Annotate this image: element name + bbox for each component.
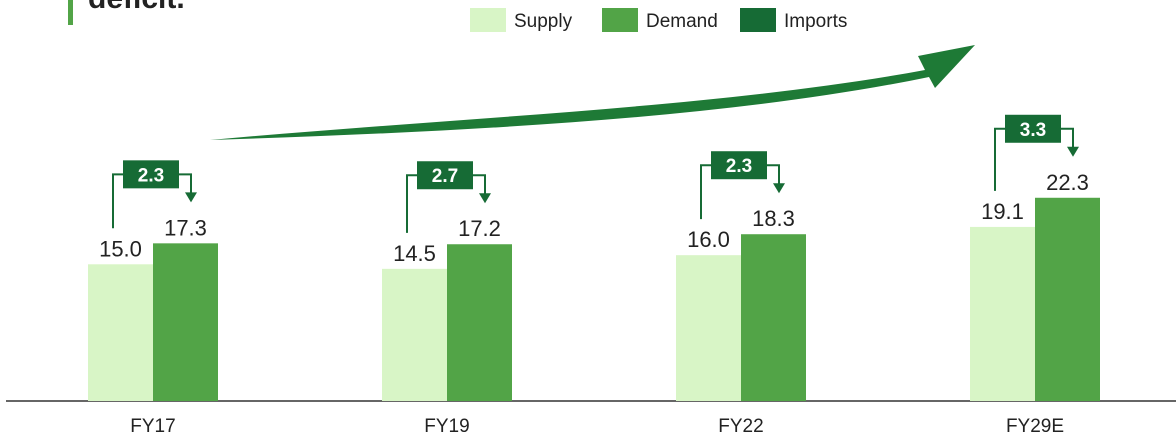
bar — [1035, 197, 1100, 401]
legend-swatch — [740, 8, 776, 32]
legend-label: Imports — [784, 11, 847, 32]
bracket-line — [1061, 127, 1074, 149]
bar — [447, 244, 512, 401]
title-accent — [68, 0, 73, 25]
bar — [970, 226, 1035, 401]
x-tick-label: FY19 — [424, 416, 469, 437]
bracket-line — [406, 174, 417, 233]
bracket-line — [700, 164, 711, 220]
bar — [153, 243, 218, 401]
imports-box — [123, 160, 179, 189]
value-label: 19.1 — [981, 199, 1024, 224]
bar — [741, 234, 806, 401]
bar — [676, 255, 741, 401]
imports-label: 2.7 — [432, 166, 458, 187]
bar — [382, 268, 447, 401]
legend-label: Supply — [514, 11, 573, 32]
bracket-line — [767, 164, 780, 186]
value-label: 16.0 — [687, 227, 730, 252]
x-tick-label: FY17 — [130, 416, 175, 437]
legend-swatch — [470, 8, 506, 32]
legend-swatch — [602, 8, 638, 32]
value-label: 17.3 — [164, 215, 207, 240]
bracket-line — [179, 173, 192, 195]
imports-box — [417, 161, 473, 190]
bracket-line — [112, 173, 123, 229]
arrow-head — [773, 183, 785, 194]
bracket-line — [994, 127, 1005, 191]
x-tick-label: FY22 — [718, 416, 763, 437]
arrow-head — [185, 192, 197, 203]
imports-box — [1005, 114, 1061, 143]
imports-label: 3.3 — [1020, 120, 1046, 141]
value-label: 18.3 — [752, 206, 795, 231]
x-tick-label: FY29E — [1006, 416, 1064, 437]
value-label: 14.5 — [393, 241, 436, 266]
value-label: 22.3 — [1046, 170, 1089, 195]
imports-label: 2.3 — [138, 165, 164, 186]
trend-arrow — [210, 45, 975, 140]
arrow-head — [479, 193, 491, 204]
imports-label: 2.3 — [726, 156, 752, 177]
bar — [88, 264, 153, 401]
value-label: 17.2 — [458, 216, 501, 241]
imports-box — [711, 151, 767, 180]
arrow-head — [1067, 146, 1079, 157]
value-label: 15.0 — [99, 236, 142, 261]
legend-label: Demand — [646, 11, 718, 32]
chart-title: deficit. — [88, 0, 185, 15]
bracket-line — [473, 174, 486, 196]
